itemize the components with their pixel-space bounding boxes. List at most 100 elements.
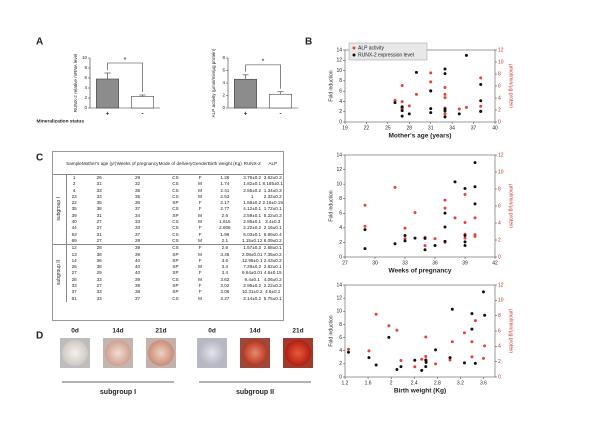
y2-tick-label: 8 xyxy=(498,71,501,77)
table-cell: F xyxy=(198,200,202,206)
table-row: subgroup I 1 26 29 CS F 1.26 3.76±0.2 3.62±0.2 xyxy=(53,174,283,245)
y-axis-label: Fold induction xyxy=(328,315,334,346)
data-point xyxy=(403,239,407,243)
table-cell: 1.34±0.3 xyxy=(263,187,282,193)
well xyxy=(62,340,88,366)
y-tick-label: 2 xyxy=(339,109,342,115)
table-cell: SP xyxy=(172,283,179,289)
y2-tick-label: 8 xyxy=(498,313,501,319)
data-point xyxy=(423,248,427,252)
data-point xyxy=(450,340,454,344)
plot-frame xyxy=(344,49,496,123)
data-point xyxy=(420,357,424,361)
day-label: 0d xyxy=(208,328,216,335)
data-point xyxy=(363,224,367,228)
table-cell: 44 xyxy=(71,225,77,231)
y-tick-label: 6 xyxy=(339,335,342,341)
header-cell: Gender xyxy=(192,152,208,175)
data-point xyxy=(429,107,433,111)
table-cell: 12 xyxy=(66,244,82,252)
data-point xyxy=(403,226,407,230)
table-cell: 39 xyxy=(134,276,141,282)
x-tick-label: 31 xyxy=(428,125,434,131)
data-point xyxy=(424,335,428,339)
well xyxy=(285,340,311,366)
data-point xyxy=(443,115,447,119)
data-point xyxy=(443,198,447,202)
table-cell: 32 xyxy=(134,181,141,187)
y-tick-label: 14 xyxy=(336,47,342,53)
table-cell: CS xyxy=(172,219,179,225)
table-cell: M xyxy=(198,181,202,187)
table-row: 2 31 32 CS M 1.74 1.82±0.1 8.185±0.1 xyxy=(53,181,283,187)
table-cell: F xyxy=(198,270,202,276)
data-point xyxy=(414,92,418,96)
y-tick-label: 12 xyxy=(336,295,342,301)
data-point xyxy=(395,367,399,371)
data-point xyxy=(450,307,454,311)
y-tick-label: 6 xyxy=(339,211,342,217)
x-tick-label: 37 xyxy=(471,125,477,131)
table-cell: 27 xyxy=(71,270,77,276)
table-row: 40 27 33 CS M 1.615 2.95±0.1 3.4±0.3 xyxy=(53,219,283,225)
header-row: Sample Mother's age (yr) Weeks of pregnanc… xyxy=(53,152,283,175)
y-tick-label: 6 xyxy=(339,88,342,94)
table-cell: 39 xyxy=(134,251,141,257)
sample-table: Sample Mother's age (yr) Weeks of pregnanc… xyxy=(53,152,283,302)
table-cell: 31 xyxy=(96,181,102,187)
table-cell: 33 xyxy=(96,193,102,199)
data-point xyxy=(453,216,457,220)
table-cell: CS xyxy=(172,181,179,187)
significance-label: * xyxy=(262,59,265,66)
table-cell: F xyxy=(198,175,202,180)
table-cell: F xyxy=(198,206,202,212)
table-cell: 35 xyxy=(96,200,102,206)
data-point xyxy=(413,365,417,369)
y-tick-label: 10 xyxy=(336,181,342,187)
data-point xyxy=(443,225,447,229)
data-point xyxy=(479,76,483,80)
table-cell: 2.55±0.2 xyxy=(243,187,262,193)
table-cell: 23 xyxy=(71,193,77,199)
group-cell: subgroup I xyxy=(53,174,67,245)
table-cell: F xyxy=(198,257,202,263)
y-tick-label: 8 xyxy=(339,196,342,202)
y2-tick-label: 10 xyxy=(498,298,504,304)
table-cell: M xyxy=(198,276,202,282)
table-cell: 35 xyxy=(71,206,77,212)
table-cell: M xyxy=(198,251,202,257)
data-point xyxy=(433,243,437,247)
x-tick-label: 3.2 xyxy=(457,380,464,386)
table-cell: 2.08±0.01 xyxy=(241,251,263,257)
data-point xyxy=(424,360,428,364)
y2-tick-label: 10 xyxy=(498,169,504,175)
micrographs: 0d 14d 21d 0d 14d 21d subgroup I subgrou… xyxy=(60,328,313,396)
table-row: 22 35 36 SP F 2.17 1.58±0.2 2.16±0.15 xyxy=(53,200,283,206)
data-point xyxy=(473,233,477,237)
table-cell: F xyxy=(198,289,202,295)
table-cell: 40 xyxy=(134,270,141,276)
table-cell: 22 xyxy=(71,200,77,206)
y2-tick-label: 4 xyxy=(498,95,501,101)
data-point xyxy=(464,53,468,57)
y2-tick-label: 0 xyxy=(498,119,501,125)
y2-axis-label: µmol/min/µg protein xyxy=(508,64,514,108)
table-cell: 36 xyxy=(134,200,141,206)
y2-axis-label: µmol/min/µg protein xyxy=(508,184,514,228)
table-row: 13 38 39 SP M 3.46 2.08±0.01 7.35±0.2 xyxy=(53,252,283,258)
day-label: 14d xyxy=(249,328,260,335)
table-cell: M xyxy=(198,237,202,243)
table-cell: 6.03±0.1 xyxy=(243,231,262,237)
table-cell: 38 xyxy=(96,264,102,270)
table-cell: 2.22±0.2 xyxy=(243,225,262,231)
well xyxy=(148,340,174,366)
data-point xyxy=(423,244,427,248)
well xyxy=(242,340,268,366)
header-cell: Weeks of pregnancy xyxy=(116,152,159,175)
data-point xyxy=(443,67,447,71)
table-cell: 14 xyxy=(71,257,77,263)
table-cell: 3.4 xyxy=(221,270,229,276)
table-row: 69 27 29 CS M 2.1 1.15±0.12 6.09±0.2 xyxy=(53,238,283,245)
table-row: subgroup II 12 28 39 CS F 2.6 1.57±0.2 2.68±0.1 xyxy=(53,244,283,302)
y2-tick-label: 12 xyxy=(498,47,504,53)
